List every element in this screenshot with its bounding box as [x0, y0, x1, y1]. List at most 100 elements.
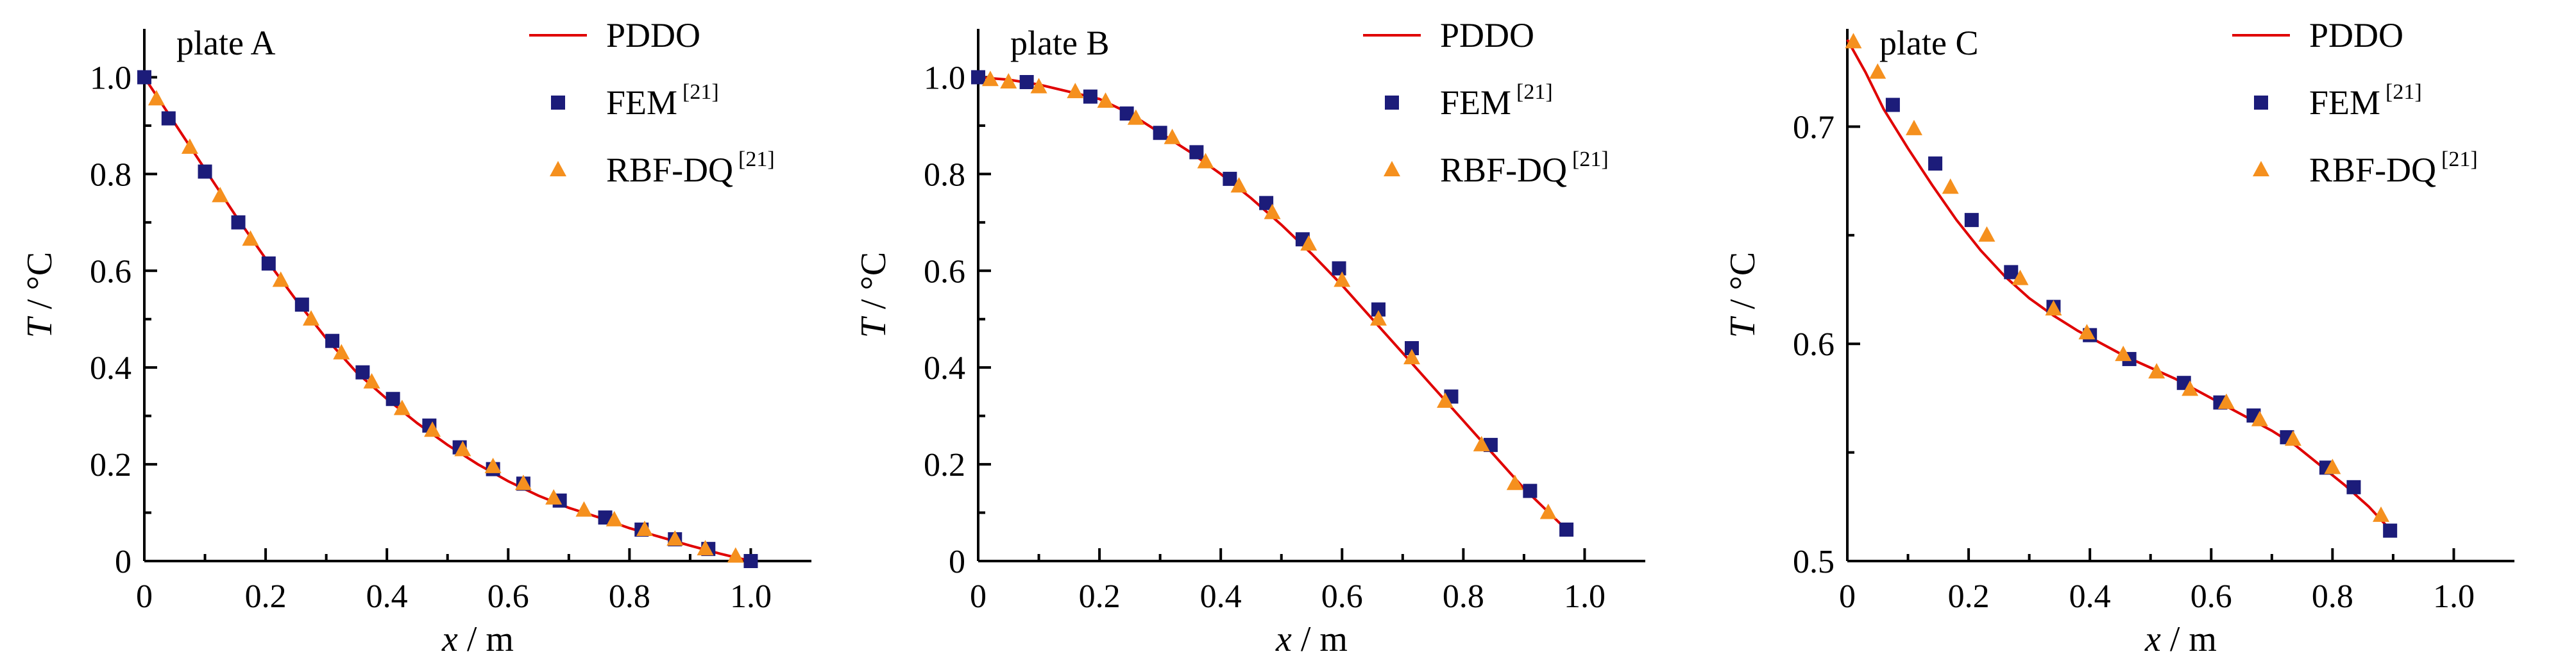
- data-point-square: [1259, 196, 1274, 210]
- legend-name: RBF-DQ: [606, 151, 733, 189]
- data-point-triangle: [727, 547, 744, 563]
- data-point-triangle: [606, 510, 623, 526]
- legend-label: FEM [21]: [2309, 80, 2422, 122]
- chart-panel-1: 0 0.2 0.4 0.6 0.8 1.0 0 0.2 0.4 0.6 0.8 1.0 x / m T /…: [20, 16, 811, 659]
- y-axis-sep: /: [1723, 290, 1763, 319]
- legend-triangle-swatch: [1384, 161, 1400, 176]
- y-tick-label: 0.6: [1793, 326, 1835, 363]
- data-point-square: [355, 365, 370, 380]
- x-tick-label: 0.6: [487, 578, 529, 615]
- legend-name: RBF-DQ: [2309, 151, 2436, 189]
- y-axis-unit: °C: [854, 252, 894, 290]
- x-tick-label: 1.0: [2433, 578, 2475, 615]
- data-point-triangle: [2148, 363, 2165, 379]
- data-point-triangle: [1197, 153, 1214, 169]
- series-pddo: [143, 76, 751, 562]
- legend-square-swatch: [1385, 96, 1399, 110]
- legend-label: FEM [21]: [1440, 80, 1553, 122]
- legend-item: RBF-DQ [21]: [550, 147, 775, 189]
- legend-name: PDDO: [2309, 16, 2403, 55]
- data-point-square: [231, 215, 246, 230]
- data-point-triangle: [2324, 458, 2341, 474]
- x-axis-var: x: [1275, 619, 1292, 659]
- y-axis-sep: /: [20, 290, 60, 319]
- x-tick-label: 0: [136, 578, 153, 615]
- legend-label: FEM [21]: [606, 80, 719, 122]
- data-point-triangle: [1370, 310, 1387, 326]
- series-fem: [137, 70, 758, 568]
- data-point-triangle: [1127, 109, 1144, 125]
- data-point-square: [386, 392, 400, 407]
- data-point-square: [294, 298, 309, 312]
- y-axis-label: T / °C: [1723, 252, 1763, 338]
- x-tick-label: 0.8: [609, 578, 650, 615]
- x-tick-label: 0.4: [2069, 578, 2111, 615]
- y-axis-var: T: [20, 315, 60, 338]
- x-tick-label: 0.2: [245, 578, 287, 615]
- y-tick-label: 0.2: [924, 447, 965, 483]
- x-tick-label: 0.8: [1443, 578, 1484, 615]
- data-point-triangle: [2115, 346, 2132, 362]
- data-point-square: [198, 164, 212, 179]
- data-point-triangle: [484, 457, 502, 473]
- x-axis-label: x / m: [2144, 619, 2217, 659]
- data-point-square: [137, 70, 151, 85]
- legend-name: FEM: [1440, 83, 1511, 122]
- y-tick-label: 0.4: [924, 350, 965, 387]
- data-point-triangle: [981, 71, 999, 87]
- series-rbf-dq: [981, 71, 1557, 519]
- x-tick-label: 0.2: [1948, 578, 1990, 615]
- data-point-triangle: [2217, 393, 2235, 409]
- x-tick-label: 0.6: [1321, 578, 1363, 615]
- series-rbf-dq: [148, 90, 744, 563]
- legend-item: FEM [21]: [2254, 80, 2422, 122]
- data-point-square: [1559, 522, 1574, 537]
- data-point-square: [2004, 265, 2019, 280]
- y-axis-var: T: [1723, 315, 1763, 338]
- y-tick-label: 0.8: [90, 156, 131, 193]
- data-point-triangle: [1097, 92, 1114, 108]
- data-point-triangle: [1000, 73, 1017, 88]
- x-tick-label: 0.8: [2312, 578, 2353, 615]
- data-point-square: [325, 333, 340, 348]
- data-point-triangle: [242, 230, 259, 246]
- series-pddo: [1846, 38, 2394, 534]
- y-axis-var: T: [854, 315, 894, 338]
- series-rbf-dq: [1845, 33, 2389, 522]
- data-point-triangle: [212, 187, 229, 203]
- data-point-triangle: [333, 344, 350, 360]
- data-point-triangle: [1230, 177, 1248, 193]
- legend-label: PDDO: [2309, 16, 2403, 55]
- data-point-triangle: [1300, 235, 1318, 251]
- legend-ref: [21]: [1572, 147, 1609, 171]
- data-point-triangle: [2373, 506, 2389, 522]
- legend-name: FEM: [606, 83, 677, 122]
- data-point-triangle: [1334, 271, 1351, 287]
- data-point-triangle: [2182, 380, 2199, 396]
- y-tick-label: 1.0: [924, 60, 965, 96]
- y-tick-label: 0.5: [1793, 544, 1835, 580]
- data-point-square: [1332, 261, 1346, 276]
- data-point-triangle: [1164, 128, 1181, 144]
- data-point-square: [1964, 213, 1979, 228]
- y-tick-label: 0: [949, 544, 965, 580]
- legend-name: FEM: [2309, 83, 2380, 122]
- chart-panel-2: 0 0.2 0.4 0.6 0.8 1.0 0 0.2 0.4 0.6 0.8 1.0 x / m T /…: [854, 16, 1645, 659]
- x-tick-label: 1.0: [1564, 578, 1606, 615]
- data-point-triangle: [2078, 324, 2096, 340]
- data-point-triangle: [1264, 203, 1281, 219]
- x-tick-label: 0.4: [366, 578, 408, 615]
- data-point-triangle: [2012, 269, 2029, 285]
- legend-name: PDDO: [1440, 16, 1534, 55]
- data-point-triangle: [1473, 435, 1490, 451]
- y-axis-unit: °C: [1723, 252, 1763, 290]
- x-tick-label: 0.2: [1079, 578, 1121, 615]
- y-tick-label: 0.6: [90, 253, 131, 290]
- y-axis-sep: /: [854, 290, 894, 319]
- x-tick-label: 0: [1839, 578, 1856, 615]
- panel-title: plate B: [1010, 24, 1109, 62]
- data-point-square: [1083, 89, 1097, 104]
- y-tick-label: 0: [115, 544, 131, 580]
